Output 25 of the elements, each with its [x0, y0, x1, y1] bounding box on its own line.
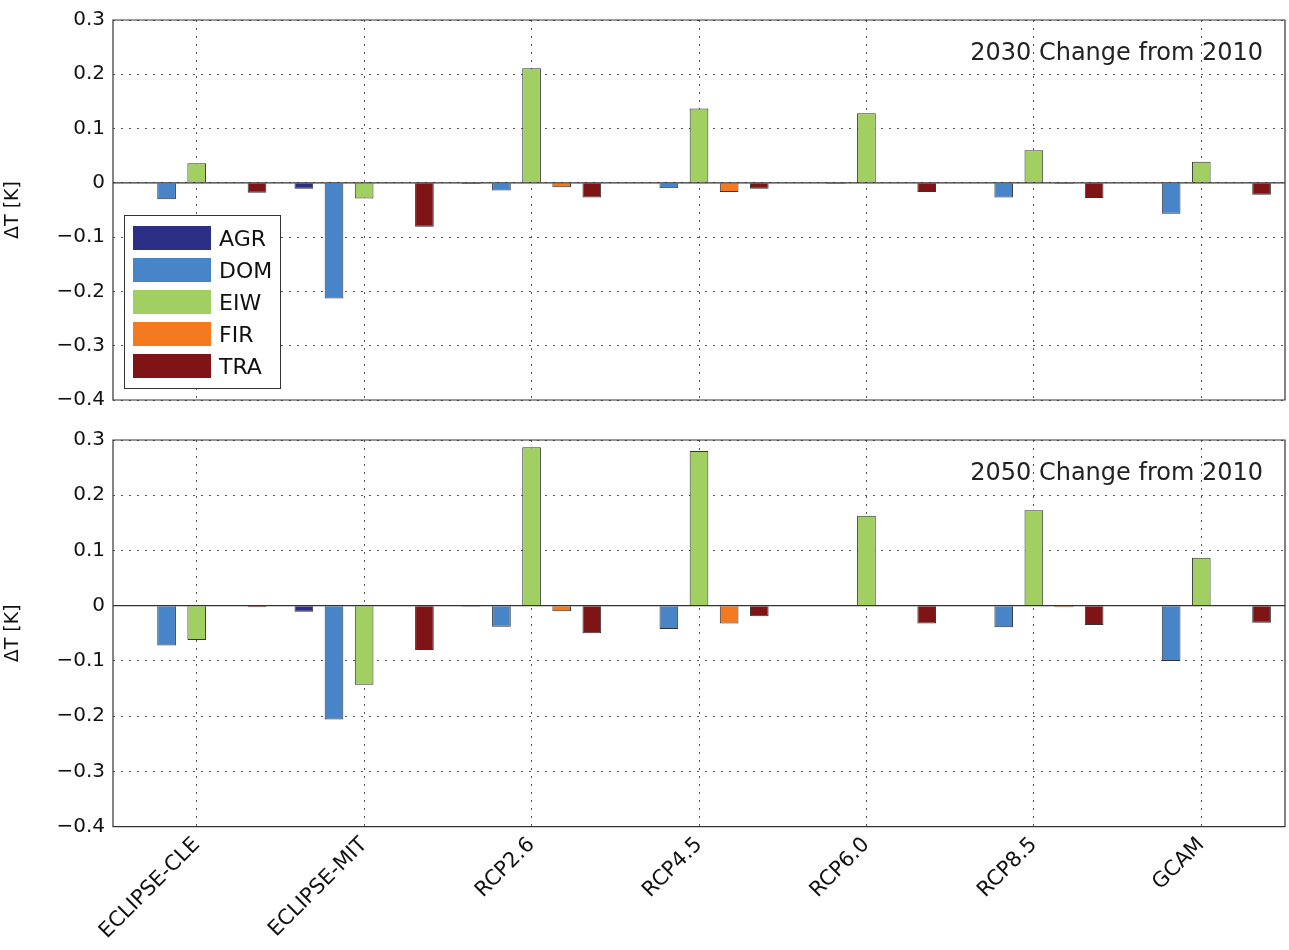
y-axis-title: ΔT [K] [0, 181, 23, 239]
y-tick-label: 0.2 [73, 481, 105, 506]
legend-label: EIW [219, 289, 262, 315]
y-axis-title: ΔT [K] [0, 604, 23, 663]
y-tick-label: 0.2 [73, 60, 105, 85]
y-tick-label: 0.1 [73, 114, 105, 139]
y-tick-label: −0.4 [56, 812, 105, 837]
legend-label: TRA [219, 353, 262, 379]
y-tick-label: 0.1 [73, 536, 105, 561]
y-tick-label: −0.2 [56, 277, 105, 302]
text: 2030 Change from 2010 [970, 38, 1263, 67]
legend-label: DOM [219, 257, 273, 283]
y-tick-label: −0.3 [56, 757, 105, 782]
legend-label: AGR [219, 225, 266, 251]
y-tick-label: −0.3 [56, 331, 105, 356]
y-tick-label: −0.2 [56, 702, 105, 727]
y-tick-label: −0.4 [56, 386, 105, 411]
y-tick-label: 0.3 [73, 426, 105, 451]
legend-label: FIR [219, 321, 254, 347]
y-tick-label: −0.1 [56, 223, 105, 248]
text: 2050 Change from 2010 [970, 458, 1263, 487]
y-tick-label: 0.3 [73, 6, 105, 31]
y-tick-label: 0 [92, 169, 105, 194]
y-tick-label: −0.1 [56, 647, 105, 672]
y-tick-label: 0 [92, 591, 105, 616]
